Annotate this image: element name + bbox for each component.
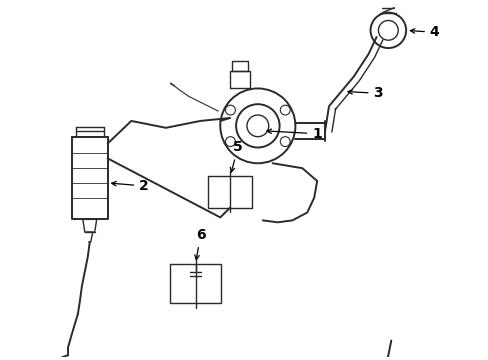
Text: 5: 5 [230, 140, 243, 172]
Text: 2: 2 [111, 179, 149, 193]
Text: 3: 3 [347, 86, 383, 100]
Text: 1: 1 [266, 127, 321, 141]
Text: 6: 6 [194, 228, 205, 260]
Text: 4: 4 [409, 25, 439, 39]
